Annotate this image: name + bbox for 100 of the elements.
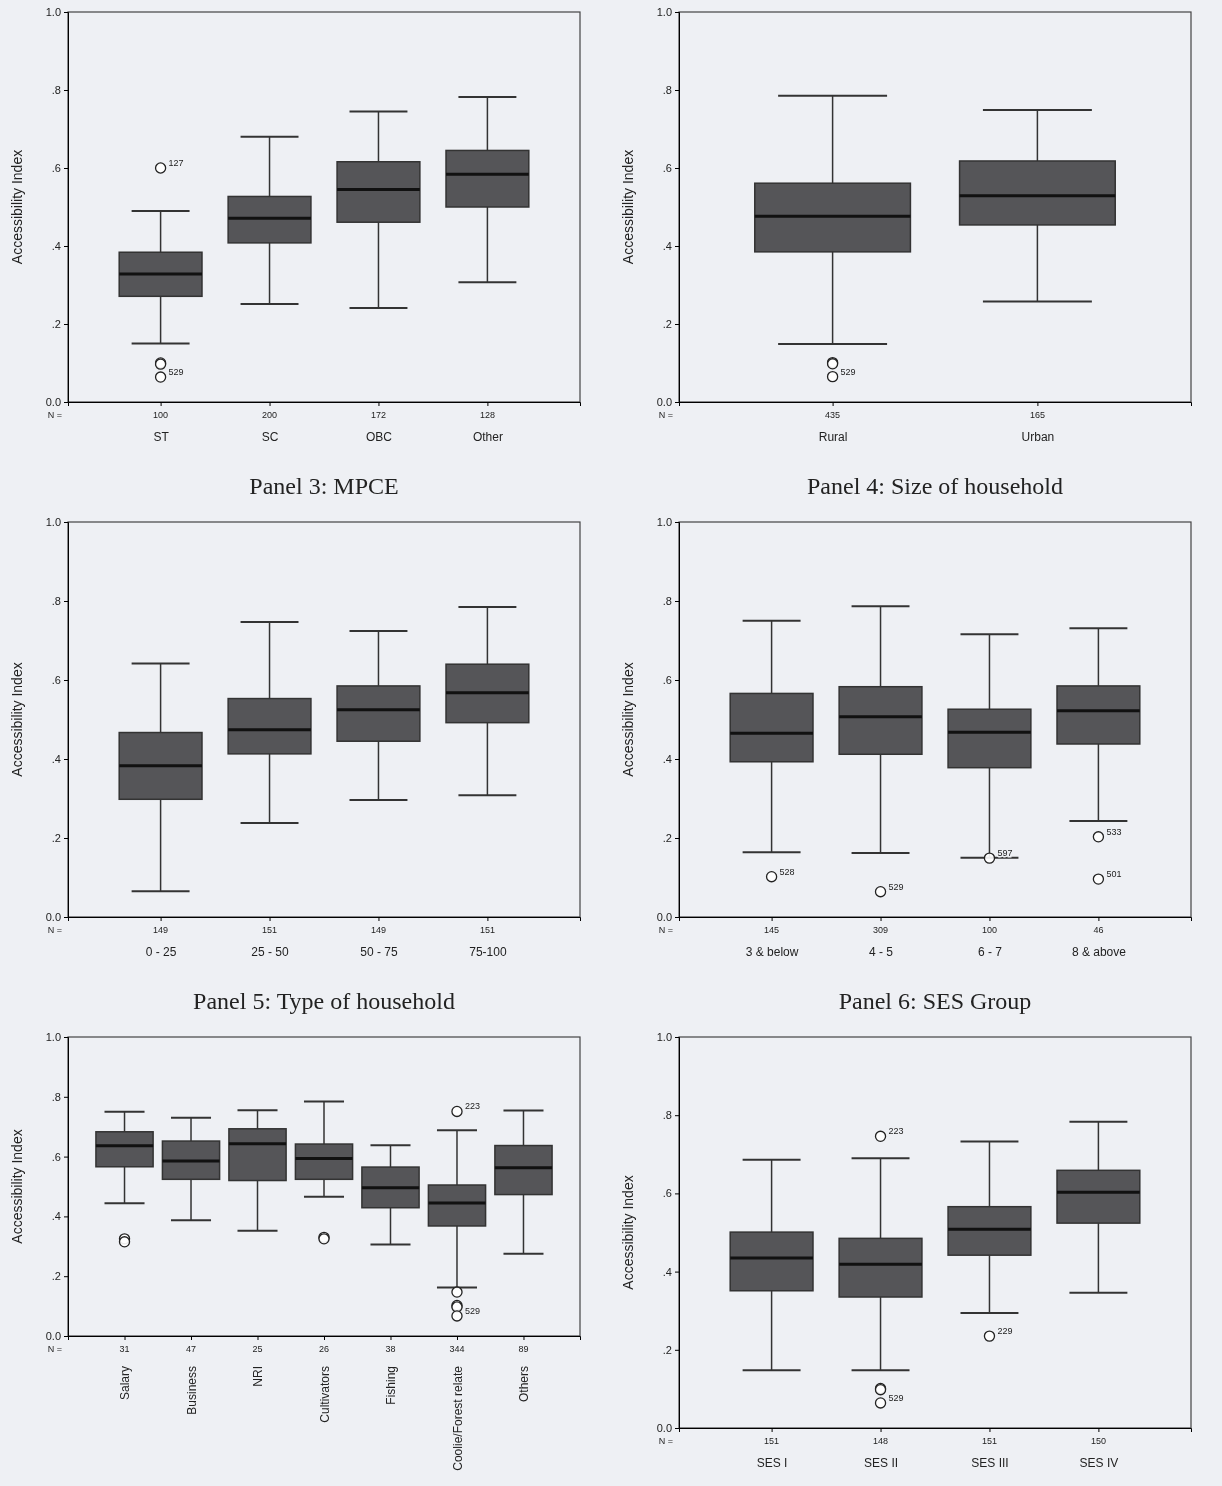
y-tick-label: .8: [662, 595, 672, 608]
y-tick-label: .6: [662, 1187, 672, 1200]
text: N =: [658, 1436, 673, 1446]
text: 435: [825, 410, 841, 420]
y-axis-title: Accessibility Index: [9, 662, 25, 777]
annotation: 501: [1106, 869, 1122, 880]
y-tick-label: .8: [51, 595, 61, 608]
text: 172: [370, 410, 386, 420]
text: 145: [764, 925, 780, 935]
chart-title: Panel 4: Size of household: [807, 473, 1063, 499]
y-tick-label: .2: [662, 1343, 672, 1356]
text: 148: [873, 1436, 889, 1446]
y-tick-label: .2: [51, 832, 61, 845]
y-tick-label: 1.0: [45, 516, 61, 529]
y-tick-label: .2: [51, 1270, 61, 1283]
x-tick-label: Urban: [1021, 429, 1055, 444]
x-tick-label: 4 - 5: [869, 944, 894, 959]
x-tick-label: 6 - 7: [977, 944, 1003, 959]
text: 344: [449, 1344, 465, 1354]
x-tick-label: 0 - 25: [145, 944, 177, 959]
x-tick-label: Salary: [118, 1366, 133, 1401]
text: 25: [252, 1344, 263, 1354]
y-tick-label: 0.0: [656, 396, 672, 409]
x-tick-label: SES I: [756, 1455, 788, 1470]
y-axis-title: Accessibility Index: [620, 662, 636, 777]
text: 128: [479, 410, 495, 420]
text: 151: [262, 925, 278, 935]
y-tick-label: 1.0: [656, 1031, 672, 1044]
x-tick-label: 8 & above: [1071, 944, 1127, 959]
x-tick-label: 75-100: [469, 944, 507, 959]
annotation: 529: [464, 1305, 481, 1316]
y-tick-label: .4: [662, 1265, 672, 1278]
text: 151: [981, 1436, 997, 1446]
annotation: 529: [840, 366, 856, 377]
text: 46: [1093, 925, 1104, 935]
x-tick-label: 25 - 50: [251, 944, 290, 959]
y-tick-label: .2: [662, 832, 672, 845]
annotation: 529: [888, 1392, 904, 1403]
y-tick-label: .8: [662, 84, 672, 97]
text: 165: [1029, 410, 1045, 420]
y-axis-title: Accessibility Index: [9, 149, 25, 265]
x-tick-label: Cultivators: [317, 1366, 332, 1423]
y-tick-label: .8: [662, 1109, 672, 1122]
text: 150: [1090, 1436, 1106, 1446]
y-tick-label: 1.0: [45, 1031, 61, 1044]
y-tick-label: 1.0: [656, 516, 672, 529]
x-tick-label: SES III: [971, 1455, 1009, 1470]
x-tick-label: NRI: [251, 1366, 266, 1387]
text: 31: [119, 1344, 130, 1354]
x-tick-label: Others: [517, 1366, 532, 1403]
chart-title: Panel 3: MPCE: [249, 473, 399, 499]
x-tick-label: Other: [472, 429, 503, 444]
y-tick-label: .8: [51, 1090, 61, 1103]
chart-title: Panel 6: SES Group: [838, 988, 1032, 1014]
y-axis-title: Accessibility Index: [620, 1175, 636, 1290]
text: 26: [318, 1344, 330, 1354]
text: 89: [518, 1344, 529, 1354]
y-axis-title: Accessibility Index: [620, 149, 636, 265]
y-tick-label: 1.0: [45, 6, 61, 19]
text: N =: [658, 925, 673, 935]
annotation: 223: [888, 1126, 904, 1137]
y-tick-label: .2: [662, 318, 672, 331]
x-tick-label: SC: [261, 429, 279, 444]
x-tick-label: OBC: [365, 429, 393, 444]
x-tick-label: SES II: [864, 1455, 899, 1470]
x-tick-label: SES IV: [1079, 1455, 1119, 1470]
text: 151: [764, 1436, 780, 1446]
x-tick-label: Business: [184, 1366, 199, 1415]
y-tick-label: .6: [51, 1150, 61, 1163]
text: N =: [658, 410, 673, 420]
x-tick-label: Coolie/Forest relate: [450, 1365, 465, 1471]
text: 149: [370, 925, 386, 935]
x-tick-label: 50 - 75: [360, 944, 398, 959]
text: 100: [153, 410, 169, 420]
annotation: 529: [168, 367, 184, 378]
text: N =: [47, 925, 62, 935]
annotation: 127: [168, 158, 184, 168]
x-tick-label: Fishing: [384, 1366, 399, 1405]
y-tick-label: .6: [51, 162, 61, 175]
y-tick-label: 0.0: [45, 911, 61, 924]
y-tick-label: .4: [51, 1210, 61, 1223]
y-tick-label: .4: [51, 753, 61, 766]
y-axis-title: Accessibility Index: [9, 1129, 25, 1244]
text: 149: [153, 925, 169, 935]
annotation: 229: [997, 1326, 1013, 1337]
text: 38: [385, 1344, 396, 1354]
x-tick-label: ST: [153, 429, 170, 444]
x-tick-label: 3 & below: [745, 944, 799, 959]
y-tick-label: .6: [51, 674, 61, 687]
y-tick-label: .8: [51, 84, 61, 97]
text: 309: [873, 925, 889, 935]
y-tick-label: 0.0: [656, 911, 672, 924]
annotation: 528: [779, 866, 795, 877]
y-tick-label: 0.0: [45, 396, 61, 409]
y-tick-label: .4: [662, 753, 672, 766]
annotation: 533: [1106, 826, 1122, 837]
y-tick-label: .4: [51, 240, 61, 253]
y-tick-label: .2: [51, 318, 61, 331]
text: N =: [47, 1344, 62, 1354]
y-tick-label: .4: [662, 240, 672, 253]
